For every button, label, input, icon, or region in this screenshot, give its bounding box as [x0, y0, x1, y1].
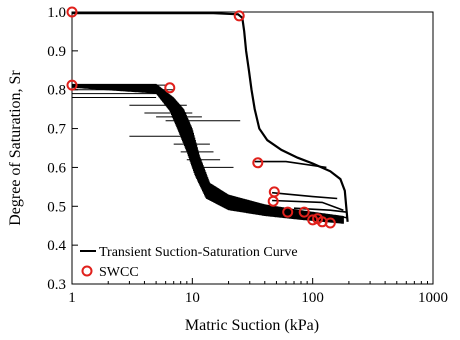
transient-curve-main [72, 12, 349, 222]
swcc-point [282, 206, 294, 218]
y-tick-label: 0.6 [47, 160, 66, 176]
axis-ticks: 1 10 100 1000 0.3 0.4 0.5 0.6 0.7 0.8 0.9 1.0 [47, 5, 448, 306]
swcc-point [298, 206, 310, 218]
x-tick-label: 1 [68, 290, 76, 306]
legend-label-transient: Transient Suction-Saturation Curve [99, 245, 298, 260]
swcc-point [267, 195, 279, 207]
swcc-point [66, 6, 78, 18]
transient-curve-loop [272, 199, 344, 211]
y-axis-title: Degree of Saturation, Sr [7, 70, 24, 226]
y-tick-label: 0.5 [47, 199, 66, 215]
swcc-point [164, 82, 176, 94]
swcc-point [233, 10, 245, 22]
y-tick-label: 0.3 [47, 277, 66, 293]
x-tick-label: 100 [301, 290, 324, 306]
x-tick-label: 10 [185, 290, 200, 306]
swcc-point [268, 186, 280, 198]
y-tick-label: 0.7 [47, 122, 66, 138]
y-tick-label: 1.0 [47, 5, 66, 21]
x-tick-label: 1000 [418, 290, 448, 306]
legend: Transient Suction-Saturation Curve SWCC [80, 245, 298, 280]
swcc-point [324, 217, 336, 229]
plot-area [72, 12, 349, 224]
swcc-point [252, 157, 264, 169]
transient-curve-strays [72, 84, 241, 168]
y-tick-label: 0.8 [47, 83, 66, 99]
x-axis-title: Matric Suction (kPa) [185, 317, 319, 334]
y-tick-label: 0.4 [47, 238, 66, 254]
y-tick-label: 0.9 [47, 44, 66, 60]
transient-curve-fluctuation [72, 83, 344, 224]
plot-frame [71, 11, 434, 285]
transient-curve-loop [254, 160, 327, 169]
legend-circle-swatch [81, 265, 93, 277]
legend-label-swcc: SWCC [99, 265, 139, 280]
swcc-point [66, 79, 78, 91]
transient-curve-loop [272, 191, 338, 200]
